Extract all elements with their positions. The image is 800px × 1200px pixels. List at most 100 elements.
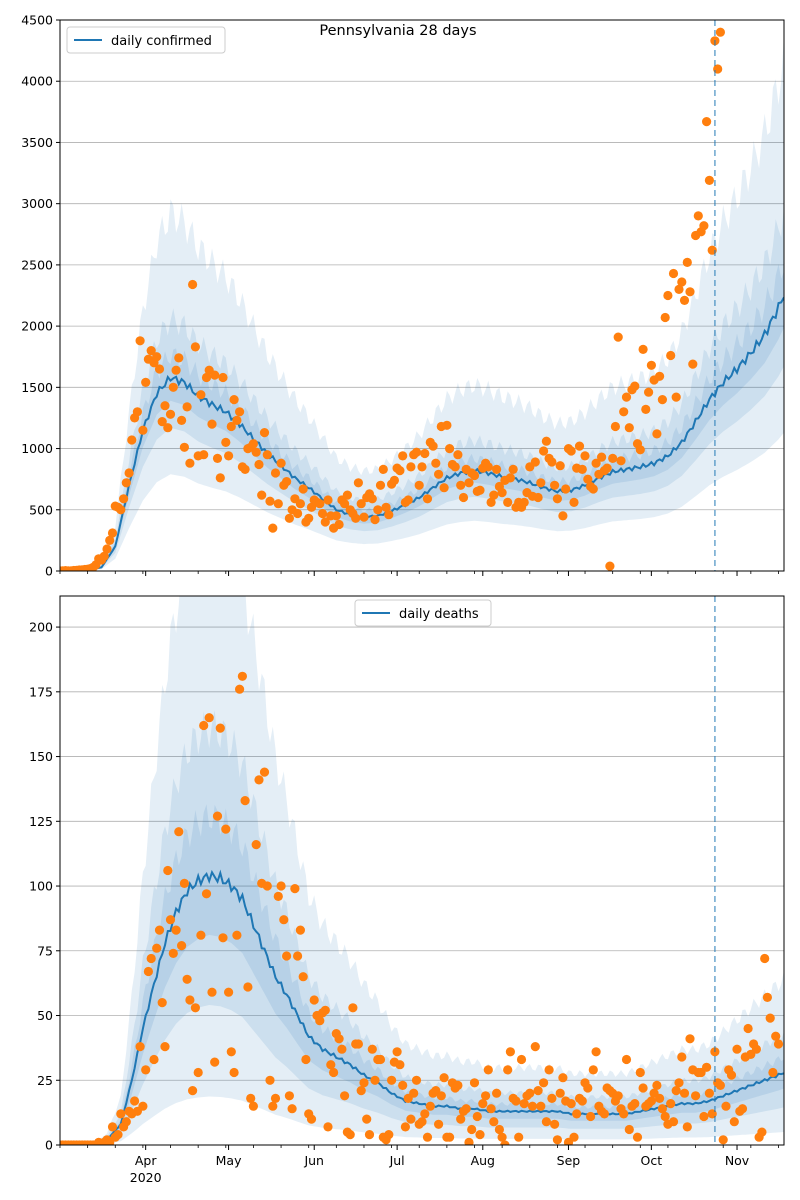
confirmed-band-1 <box>60 264 784 571</box>
deaths-point <box>177 941 187 951</box>
deaths-point <box>221 824 231 834</box>
deaths-point <box>533 1086 543 1096</box>
confirmed-point <box>702 117 712 127</box>
deaths-point <box>682 1122 692 1132</box>
confirmed-point <box>660 312 670 323</box>
deaths-point <box>282 951 292 961</box>
deaths-point <box>395 1060 405 1070</box>
deaths-point <box>301 1054 311 1065</box>
confirmed-point <box>317 508 328 519</box>
deaths-point <box>226 1047 236 1057</box>
confirmed-point <box>293 508 303 519</box>
confirmed-point <box>121 478 131 488</box>
confirmed-point <box>353 478 363 488</box>
deaths-point <box>737 1104 748 1114</box>
deaths-point <box>685 1034 695 1044</box>
confirmed-point <box>715 27 726 37</box>
confirmed-point <box>630 381 640 391</box>
confirmed-point <box>116 505 126 515</box>
deaths-point <box>417 1117 427 1127</box>
confirmed-point <box>152 352 162 362</box>
deaths-point <box>240 796 250 806</box>
deaths-point <box>436 1091 446 1101</box>
deaths-point <box>201 889 212 899</box>
confirmed-point <box>555 461 565 471</box>
confirmed-point <box>638 344 648 354</box>
deaths-point <box>566 1099 576 1109</box>
deaths-point <box>660 1111 670 1122</box>
deaths-point <box>141 1065 151 1075</box>
deaths-point <box>273 891 283 902</box>
confirmed-point <box>262 450 272 460</box>
deaths-point <box>743 1023 753 1034</box>
deaths-point <box>779 0 788 5</box>
confirmed-point <box>268 523 278 533</box>
confirmed-point <box>284 513 294 523</box>
deaths-point <box>157 998 167 1008</box>
deaths-point <box>224 987 234 997</box>
deaths-point <box>334 1034 344 1044</box>
confirmed-point <box>265 496 275 506</box>
confirmed-point <box>259 428 270 438</box>
deaths-point <box>295 925 305 935</box>
confirmed-point <box>547 457 557 467</box>
deaths-point <box>149 1054 159 1065</box>
confirmed-point <box>359 512 369 522</box>
confirmed-point <box>752 0 761 5</box>
confirmed-point <box>179 442 189 452</box>
confirmed-y-tick-label: 4500 <box>21 13 53 28</box>
confirmed-point <box>619 407 629 417</box>
deaths-point <box>536 1101 546 1111</box>
deaths-point <box>464 1137 474 1145</box>
deaths-point <box>453 1080 463 1090</box>
deaths-point <box>259 767 270 777</box>
deaths-point <box>229 1067 239 1078</box>
confirmed-point <box>138 425 148 435</box>
deaths-point <box>599 1109 610 1119</box>
confirmed-point <box>668 268 679 279</box>
deaths-point <box>760 953 770 964</box>
confirmed-point <box>420 448 430 459</box>
deaths-point <box>199 720 209 731</box>
deaths-point <box>218 933 228 943</box>
confirmed-point <box>666 350 676 361</box>
deaths-point <box>765 1013 775 1023</box>
deaths-y-tick-label: 75 <box>37 943 53 958</box>
deaths-x-tick-label: Sep <box>557 1153 581 1168</box>
deaths-point <box>246 1093 256 1103</box>
deaths-point <box>284 1091 294 1101</box>
confirmed-point <box>483 462 493 472</box>
deaths-point <box>411 1075 422 1085</box>
confirmed-point <box>746 0 755 5</box>
deaths-point <box>541 1117 552 1127</box>
deaths-point <box>677 1052 687 1062</box>
deaths-point <box>340 1091 350 1101</box>
confirmed-point <box>251 447 261 457</box>
deaths-point <box>632 1132 643 1142</box>
deaths-point <box>287 1104 297 1114</box>
confirmed-point <box>608 453 618 463</box>
deaths-point <box>353 1039 363 1049</box>
confirmed-point <box>693 211 703 221</box>
confirmed-point <box>165 409 176 419</box>
confirmed-point <box>727 0 736 5</box>
deaths-point <box>254 775 264 785</box>
deaths-point <box>572 1109 582 1119</box>
deaths-point <box>777 0 786 5</box>
deaths-point <box>668 1117 679 1127</box>
deaths-point <box>375 1054 386 1065</box>
deaths-point <box>445 1132 455 1142</box>
deaths-point <box>729 1117 739 1127</box>
confirmed-point <box>550 480 560 490</box>
deaths-y-axis: 0 25 50 75 100 125 150 175 200 <box>29 620 60 1153</box>
deaths-point <box>400 1122 410 1132</box>
deaths-point <box>182 974 192 984</box>
confirmed-point <box>395 466 405 476</box>
deaths-point <box>539 1078 549 1088</box>
deaths-point <box>630 1099 640 1109</box>
confirmed-point <box>704 175 715 185</box>
deaths-y-tick-label: 0 <box>45 1138 53 1153</box>
confirmed-point <box>232 415 242 425</box>
deaths-point <box>268 1101 278 1111</box>
deaths-point <box>674 1078 684 1088</box>
